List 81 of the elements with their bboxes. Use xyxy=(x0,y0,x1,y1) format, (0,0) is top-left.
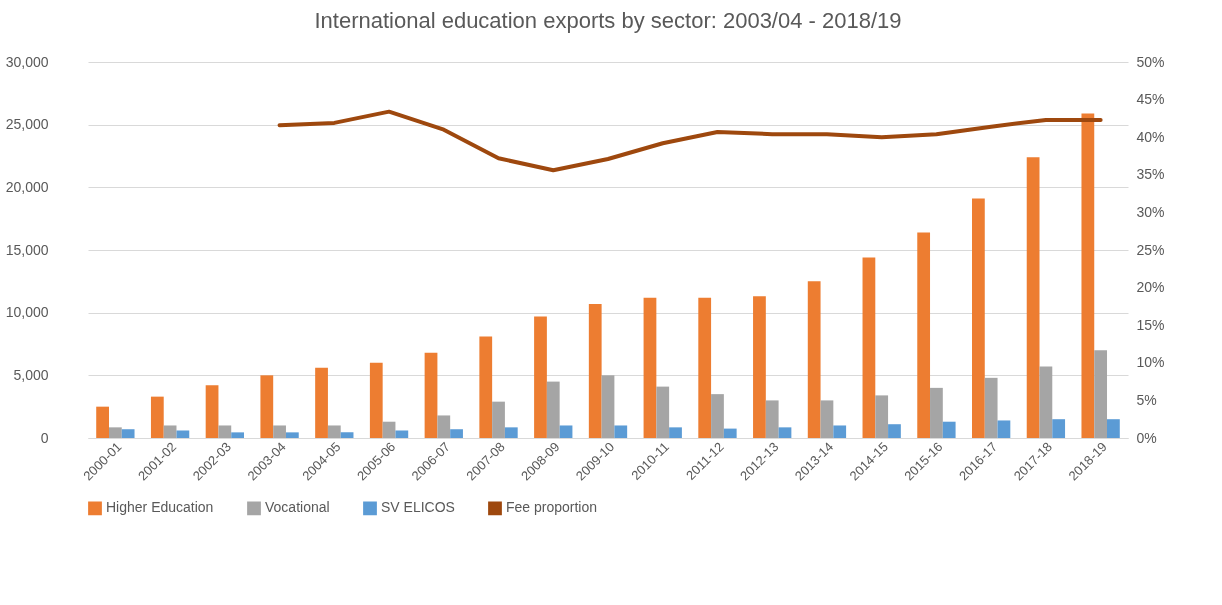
y2-tick-label: 10% xyxy=(1136,354,1165,371)
bar xyxy=(778,427,792,438)
bar xyxy=(492,401,505,438)
bar xyxy=(218,425,232,438)
bar xyxy=(820,400,834,438)
bar xyxy=(163,425,177,438)
bar xyxy=(723,428,737,438)
y2-tick-label: 35% xyxy=(1136,166,1165,183)
bar xyxy=(656,386,670,438)
bar xyxy=(504,427,518,438)
bar xyxy=(765,400,779,438)
bar xyxy=(1107,419,1120,438)
bar xyxy=(1039,366,1053,438)
bar xyxy=(205,385,219,438)
bar xyxy=(546,381,560,438)
bar xyxy=(479,336,493,438)
bar xyxy=(942,421,956,438)
bar xyxy=(930,387,943,438)
bar xyxy=(369,362,383,438)
bar xyxy=(121,429,135,438)
bar xyxy=(711,394,724,438)
bar xyxy=(888,424,901,438)
y-tick-label: 5,000 xyxy=(13,366,49,383)
bar xyxy=(108,427,122,438)
bar xyxy=(972,198,985,438)
chart-title: International education exports by sector: 2003/04 - 2018/19 xyxy=(314,8,902,33)
y2-tick-label: 40% xyxy=(1136,128,1165,145)
y2-tick-label: 0% xyxy=(1136,429,1157,446)
bar xyxy=(559,425,573,438)
y-tick-label: 30,000 xyxy=(5,53,49,70)
bar xyxy=(753,296,766,438)
bar xyxy=(807,281,821,438)
bar xyxy=(273,425,286,438)
bar xyxy=(176,430,190,438)
bar xyxy=(327,425,341,438)
y2-tick-label: 20% xyxy=(1136,279,1165,296)
bar xyxy=(698,297,712,438)
bar xyxy=(1081,113,1095,438)
bar xyxy=(1026,157,1040,438)
bar xyxy=(601,375,615,438)
y2-tick-label: 5% xyxy=(1136,391,1157,408)
y-tick-label: 20,000 xyxy=(5,178,49,195)
bar xyxy=(875,395,889,438)
legend-label: SV ELICOS xyxy=(381,499,455,516)
bar xyxy=(1094,350,1108,438)
bar xyxy=(997,420,1011,438)
bar xyxy=(150,396,164,438)
bar xyxy=(340,432,354,438)
bar xyxy=(534,316,547,438)
bar xyxy=(315,367,328,438)
bar xyxy=(231,432,244,438)
bar xyxy=(669,427,682,438)
bar xyxy=(917,232,931,438)
bar xyxy=(614,425,628,438)
bar xyxy=(450,429,463,438)
y2-tick-label: 45% xyxy=(1136,91,1165,108)
bar xyxy=(437,415,451,438)
line-series xyxy=(277,109,1103,173)
bar xyxy=(382,421,396,438)
legend-label: Vocational xyxy=(265,499,330,516)
bar xyxy=(1052,419,1066,438)
y-tick-label: 10,000 xyxy=(5,304,49,321)
y2-tick-label: 15% xyxy=(1136,316,1165,333)
y2-tick-label: 50% xyxy=(1136,53,1165,70)
legend-label: Higher Education xyxy=(106,499,214,516)
bar xyxy=(643,297,657,438)
y2-tick-label: 30% xyxy=(1136,203,1165,220)
bar xyxy=(984,377,998,438)
bar xyxy=(260,375,274,438)
y-tick-label: 15,000 xyxy=(5,241,49,258)
bar xyxy=(395,430,409,438)
bar xyxy=(285,432,299,438)
bar xyxy=(862,257,876,438)
bar xyxy=(588,303,602,438)
legend-label: Fee proportion xyxy=(506,499,598,516)
bar xyxy=(833,425,847,438)
y-tick-label: 25,000 xyxy=(5,116,49,133)
bar xyxy=(96,406,109,438)
y-tick-label: 0 xyxy=(40,429,49,446)
y2-tick-label: 25% xyxy=(1136,241,1165,258)
bar xyxy=(424,352,438,438)
